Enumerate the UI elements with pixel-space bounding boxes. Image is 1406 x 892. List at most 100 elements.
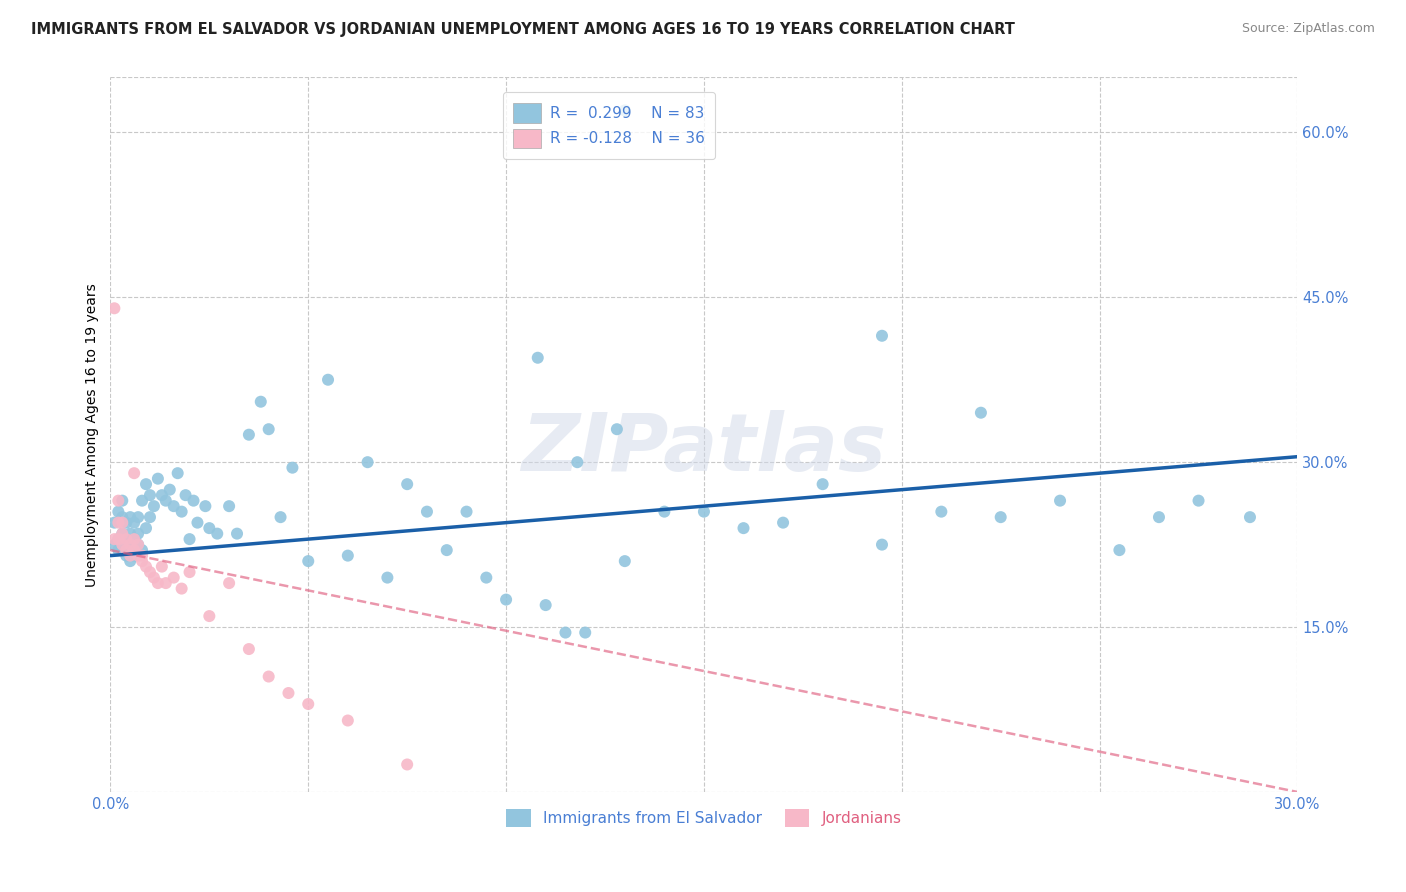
Point xyxy=(120,526,142,541)
Point xyxy=(970,406,993,420)
Point xyxy=(155,493,177,508)
Point xyxy=(115,543,138,558)
Point xyxy=(107,516,129,530)
Point xyxy=(127,526,149,541)
Point xyxy=(131,554,153,568)
Point xyxy=(115,549,138,563)
Point xyxy=(356,455,378,469)
Point xyxy=(122,532,145,546)
Point xyxy=(526,351,548,365)
Point xyxy=(146,576,169,591)
Point xyxy=(122,466,145,480)
Legend: Immigrants from El Salvador, Jordanians: Immigrants from El Salvador, Jordanians xyxy=(499,801,910,834)
Point xyxy=(198,609,221,624)
Point xyxy=(811,477,834,491)
Point xyxy=(122,532,145,546)
Point xyxy=(1187,493,1209,508)
Point xyxy=(613,554,636,568)
Point xyxy=(377,571,399,585)
Point xyxy=(396,757,419,772)
Point xyxy=(179,532,201,546)
Point xyxy=(120,510,142,524)
Point xyxy=(990,510,1012,524)
Point xyxy=(107,493,129,508)
Text: ZIPatlas: ZIPatlas xyxy=(522,410,886,488)
Point xyxy=(122,543,145,558)
Point xyxy=(111,516,134,530)
Point xyxy=(111,526,134,541)
Point xyxy=(170,505,193,519)
Point xyxy=(174,488,197,502)
Point xyxy=(1108,543,1130,558)
Point xyxy=(238,642,260,657)
Point xyxy=(115,516,138,530)
Point xyxy=(135,477,157,491)
Point xyxy=(131,543,153,558)
Point xyxy=(122,549,145,563)
Point xyxy=(194,499,217,513)
Point xyxy=(238,427,260,442)
Point xyxy=(107,532,129,546)
Point xyxy=(218,576,240,591)
Point xyxy=(495,592,517,607)
Y-axis label: Unemployment Among Ages 16 to 19 years: Unemployment Among Ages 16 to 19 years xyxy=(86,283,100,587)
Point xyxy=(135,521,157,535)
Point xyxy=(931,505,953,519)
Point xyxy=(111,526,134,541)
Point xyxy=(111,543,134,558)
Point xyxy=(103,516,125,530)
Point xyxy=(111,493,134,508)
Point xyxy=(107,532,129,546)
Point xyxy=(316,373,339,387)
Point xyxy=(170,582,193,596)
Point xyxy=(103,301,125,316)
Point xyxy=(733,521,755,535)
Point xyxy=(150,559,173,574)
Point xyxy=(183,493,205,508)
Point xyxy=(146,472,169,486)
Point xyxy=(186,516,208,530)
Point xyxy=(574,625,596,640)
Point xyxy=(111,538,134,552)
Point xyxy=(336,714,359,728)
Point xyxy=(139,488,162,502)
Point xyxy=(122,516,145,530)
Point xyxy=(135,559,157,574)
Point xyxy=(107,505,129,519)
Point xyxy=(111,510,134,524)
Point xyxy=(218,499,240,513)
Point xyxy=(277,686,299,700)
Text: IMMIGRANTS FROM EL SALVADOR VS JORDANIAN UNEMPLOYMENT AMONG AGES 16 TO 19 YEARS : IMMIGRANTS FROM EL SALVADOR VS JORDANIAN… xyxy=(31,22,1015,37)
Point xyxy=(870,538,893,552)
Point xyxy=(150,488,173,502)
Point xyxy=(120,549,142,563)
Point xyxy=(396,477,419,491)
Point xyxy=(606,422,628,436)
Point xyxy=(107,543,129,558)
Point xyxy=(1239,510,1261,524)
Point xyxy=(456,505,478,519)
Point xyxy=(155,576,177,591)
Point xyxy=(131,493,153,508)
Point xyxy=(297,554,319,568)
Point xyxy=(226,526,249,541)
Point xyxy=(163,499,186,513)
Point xyxy=(475,571,498,585)
Point xyxy=(120,538,142,552)
Point xyxy=(142,571,165,585)
Point xyxy=(179,565,201,579)
Point xyxy=(1147,510,1170,524)
Point xyxy=(297,697,319,711)
Point xyxy=(870,328,893,343)
Point xyxy=(198,521,221,535)
Point xyxy=(120,554,142,568)
Point xyxy=(249,394,271,409)
Point xyxy=(654,505,676,519)
Point xyxy=(270,510,292,524)
Point xyxy=(257,669,280,683)
Point xyxy=(131,549,153,563)
Point xyxy=(336,549,359,563)
Point xyxy=(127,510,149,524)
Point xyxy=(163,571,186,585)
Point xyxy=(772,516,794,530)
